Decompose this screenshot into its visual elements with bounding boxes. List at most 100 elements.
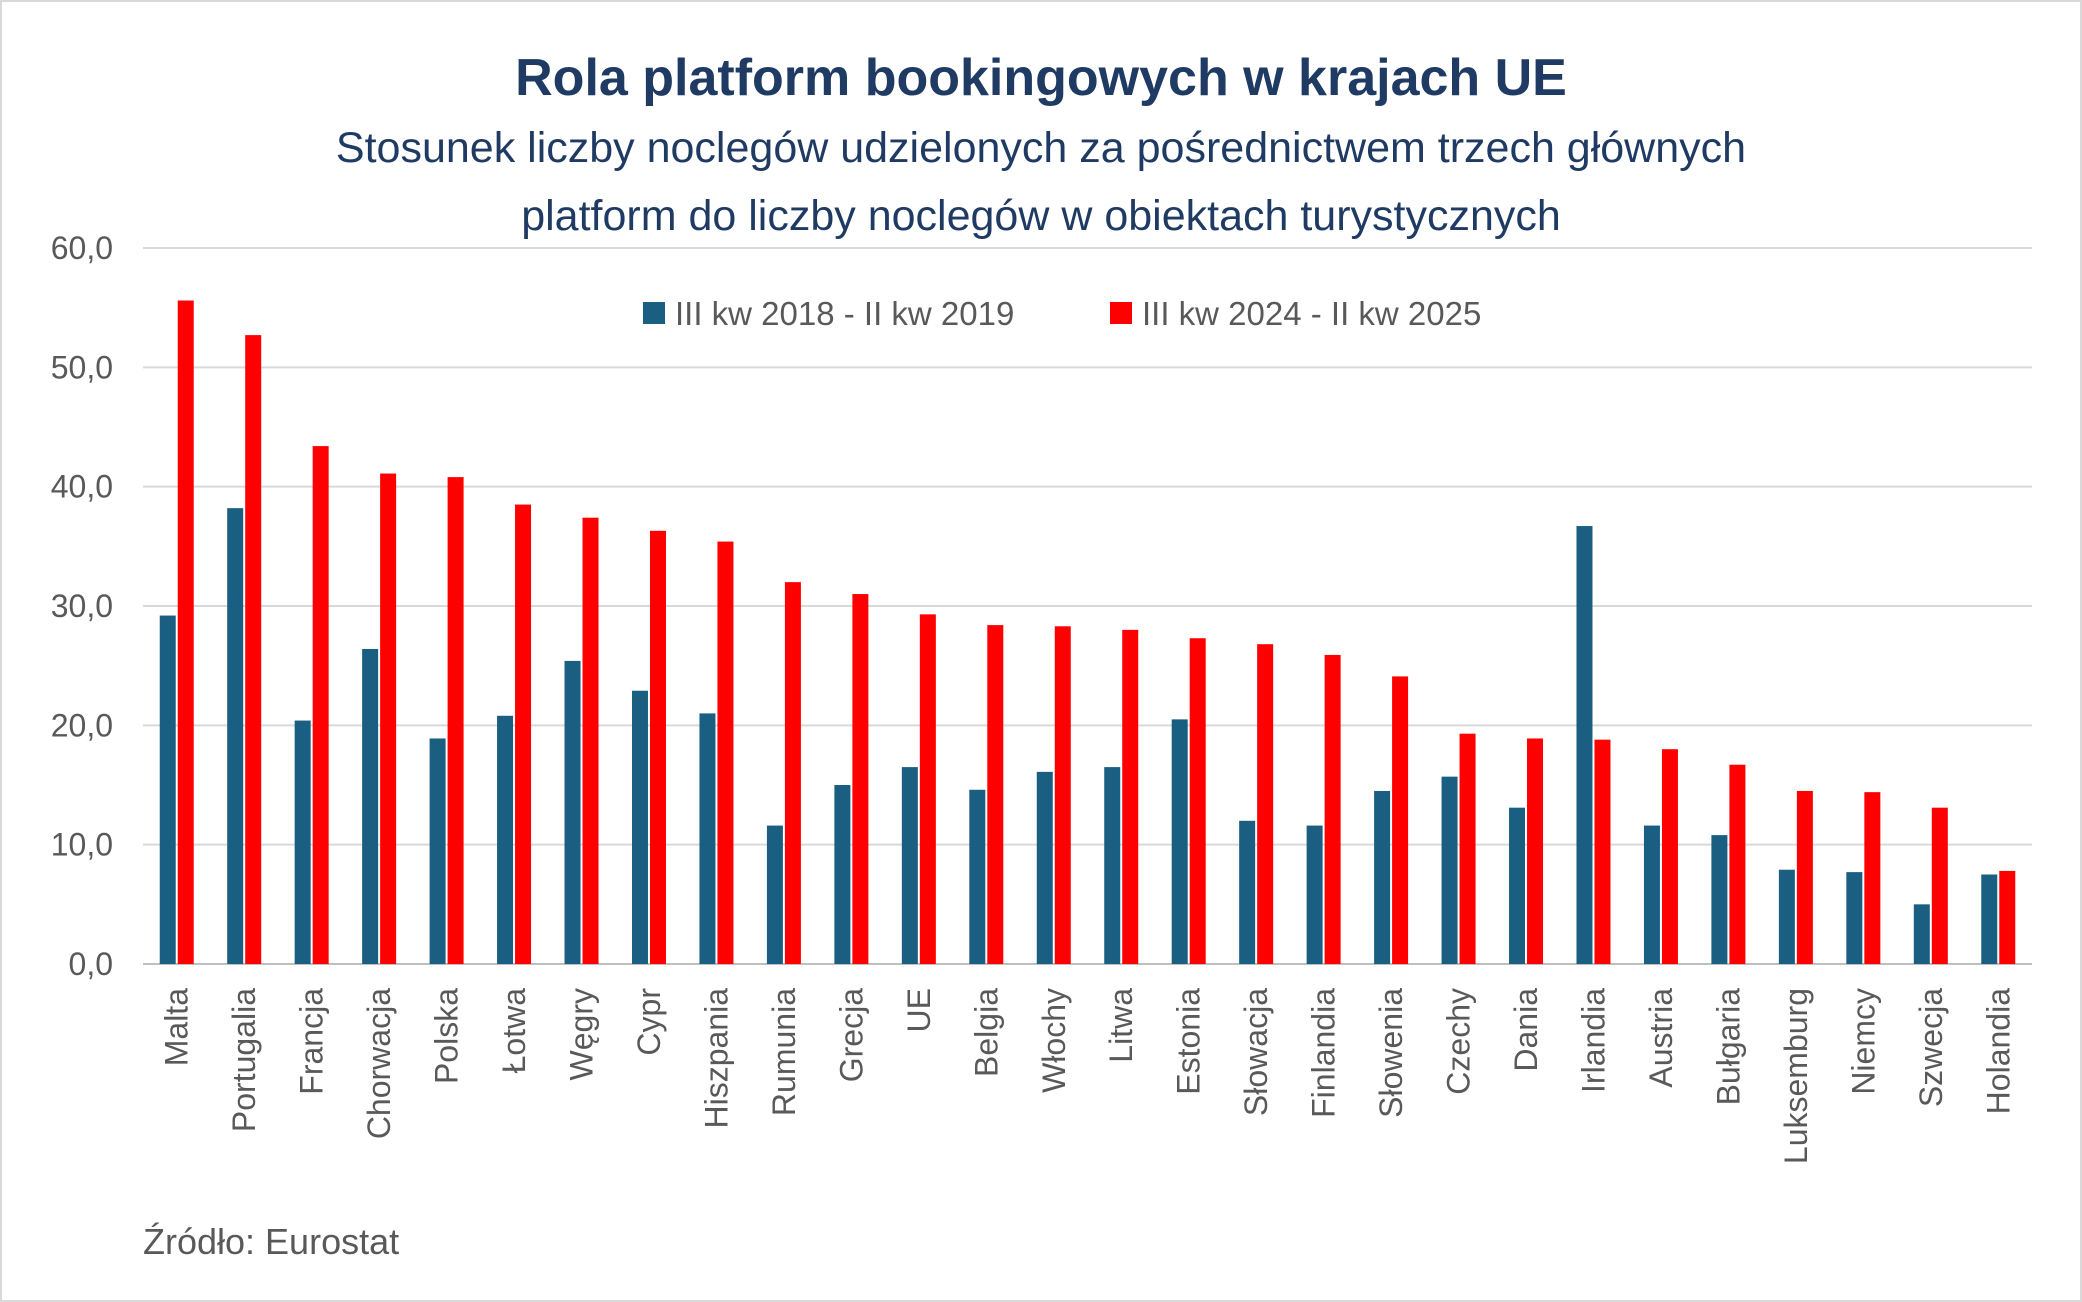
- x-tick-label: Malta: [159, 988, 195, 1066]
- bar-series-1: [969, 789, 986, 964]
- bar-series-2: [1324, 654, 1341, 964]
- bar-series-2: [582, 517, 599, 964]
- x-tick-label: Finlandia: [1306, 988, 1342, 1118]
- x-tick-label: Niemcy: [1845, 988, 1881, 1095]
- source-note: Źródło: Eurostat: [143, 1221, 399, 1262]
- bar-series-2: [1999, 870, 2016, 964]
- y-tick-label: 30,0: [51, 588, 113, 624]
- bar-series-1: [1036, 771, 1053, 964]
- x-tick-label: Irlandia: [1575, 988, 1611, 1093]
- y-tick-label: 60,0: [51, 230, 113, 266]
- legend-label-series-2: III kw 2024 - II kw 2025: [1142, 295, 1481, 332]
- x-tick-label: Estonia: [1171, 988, 1207, 1095]
- bar-series-1: [227, 508, 244, 964]
- bar-series-2: [177, 300, 194, 964]
- x-tick-label: Dania: [1508, 988, 1544, 1072]
- y-tick-label: 10,0: [51, 827, 113, 863]
- legend-swatch-series-2: [1110, 302, 1132, 324]
- x-tick-label: Luksemburg: [1778, 988, 1814, 1164]
- bar-series-1: [1778, 869, 1795, 964]
- x-tick-label: Łotwa: [496, 988, 532, 1074]
- bar-series-1: [1913, 904, 1930, 964]
- x-tick-label: Bułgaria: [1710, 988, 1746, 1106]
- bar-series-2: [1257, 644, 1274, 964]
- bar-series-2: [717, 541, 734, 964]
- bar-series-2: [1931, 807, 1948, 964]
- bar-series-2: [1864, 792, 1881, 964]
- bar-series-2: [1796, 790, 1813, 964]
- x-tick-label: Hiszpania: [698, 988, 734, 1129]
- x-tick-label: Słowacja: [1238, 988, 1274, 1116]
- bar-series-1: [1171, 719, 1188, 964]
- bar-series-1: [1509, 807, 1526, 964]
- bar-series-1: [362, 648, 379, 964]
- x-tick-label: Szwecja: [1913, 988, 1949, 1107]
- bar-series-1: [1374, 790, 1391, 964]
- bar-series-2: [1122, 629, 1139, 964]
- bar-series-1: [834, 785, 851, 964]
- bar-series-2: [447, 477, 464, 964]
- bar-series-1: [1306, 825, 1323, 964]
- bar-series-2: [649, 530, 666, 964]
- legend-label-series-1: III kw 2018 - II kw 2019: [675, 295, 1014, 332]
- bar-series-2: [515, 504, 532, 964]
- y-tick-label: 50,0: [51, 349, 113, 385]
- bar-series-1: [429, 738, 446, 964]
- bar-series-2: [1459, 733, 1476, 964]
- x-tick-label: Rumunia: [766, 988, 802, 1116]
- y-tick-label: 0,0: [69, 946, 113, 982]
- bar-series-2: [1729, 764, 1746, 964]
- bar-series-1: [1981, 874, 1998, 964]
- x-tick-label: Słowenia: [1373, 988, 1409, 1118]
- x-tick-label: Węgry: [564, 988, 600, 1080]
- bar-series-2: [784, 582, 801, 964]
- bar-series-2: [987, 625, 1004, 964]
- bar-series-1: [1576, 526, 1593, 964]
- bar-series-2: [312, 446, 329, 964]
- x-tick-label: Włochy: [1036, 988, 1072, 1093]
- bar-series-1: [631, 690, 648, 964]
- x-axis: Malta Portugalia Francja Chorwacja Polska Łot…: [159, 988, 2017, 1164]
- bar-series-1: [1846, 872, 1863, 964]
- x-tick-label: Holandia: [1980, 988, 2016, 1115]
- x-tick-label: Portugalia: [226, 988, 262, 1132]
- bar-series-2: [1054, 626, 1071, 964]
- y-tick-label: 40,0: [51, 469, 113, 505]
- bar-series-1: [1104, 767, 1121, 964]
- bar-series-1: [1643, 825, 1660, 964]
- y-tick-label: 20,0: [51, 707, 113, 743]
- bar-series-1: [1711, 835, 1728, 964]
- bar-series-2: [1527, 738, 1544, 964]
- bar-series-1: [497, 715, 514, 964]
- bar-series-1: [699, 713, 716, 964]
- bar-series-1: [1441, 776, 1458, 964]
- x-tick-label: Austria: [1643, 988, 1679, 1088]
- x-tick-label: Cypr: [631, 988, 667, 1056]
- x-tick-label: Polska: [429, 988, 465, 1084]
- bar-series-1: [766, 825, 783, 964]
- bar-series-2: [1189, 638, 1206, 964]
- x-tick-label: Litwa: [1103, 988, 1139, 1063]
- bar-series-2: [1661, 749, 1678, 964]
- chart-title: Rola platform bookingowych w krajach UE: [515, 49, 1567, 107]
- bar-series-2: [1594, 739, 1611, 964]
- bars: [159, 300, 2016, 964]
- x-tick-label: Francja: [294, 988, 330, 1095]
- x-tick-label: Czechy: [1441, 988, 1477, 1095]
- x-tick-label: UE: [901, 988, 937, 1032]
- chart-subtitle-line-2: platform do liczby noclegów w obiektach …: [521, 192, 1561, 240]
- y-axis: 0,0 10,0 20,0 30,0 40,0 50,0 60,0: [51, 230, 113, 982]
- legend-swatch-series-1: [643, 302, 665, 324]
- bar-series-1: [901, 767, 918, 964]
- bar-series-2: [919, 614, 936, 964]
- bar-series-1: [294, 720, 311, 964]
- bar-series-1: [159, 615, 176, 964]
- x-tick-label: Grecja: [833, 988, 869, 1082]
- chart-subtitle-line-1: Stosunek liczby noclegów udzielonych za …: [336, 124, 1746, 172]
- bar-series-2: [380, 473, 397, 964]
- bar-series-2: [1392, 676, 1409, 964]
- bar-series-2: [245, 335, 262, 964]
- bar-series-1: [564, 660, 581, 964]
